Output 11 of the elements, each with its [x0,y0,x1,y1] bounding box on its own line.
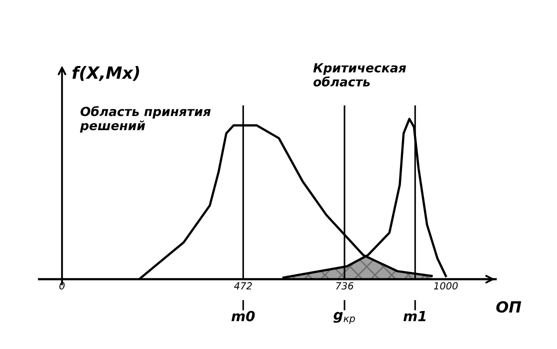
ref-line-label: g$_{кр}$ [334,312,355,324]
ref-line-label: m1 [403,311,426,322]
x-tick-label: 472 [234,282,252,290]
x-tick-label: 0 [59,282,65,290]
annotation: Область принятия решений [80,106,211,133]
x-tick-label: 1000 [434,282,458,290]
y-axis-title: f(X,Mx) [72,66,140,82]
text: Критическая область [313,63,406,86]
x-axis-title: ОП [496,301,522,313]
x-tick-label: 736 [336,282,354,290]
ref-line-label: m0 [232,310,255,322]
